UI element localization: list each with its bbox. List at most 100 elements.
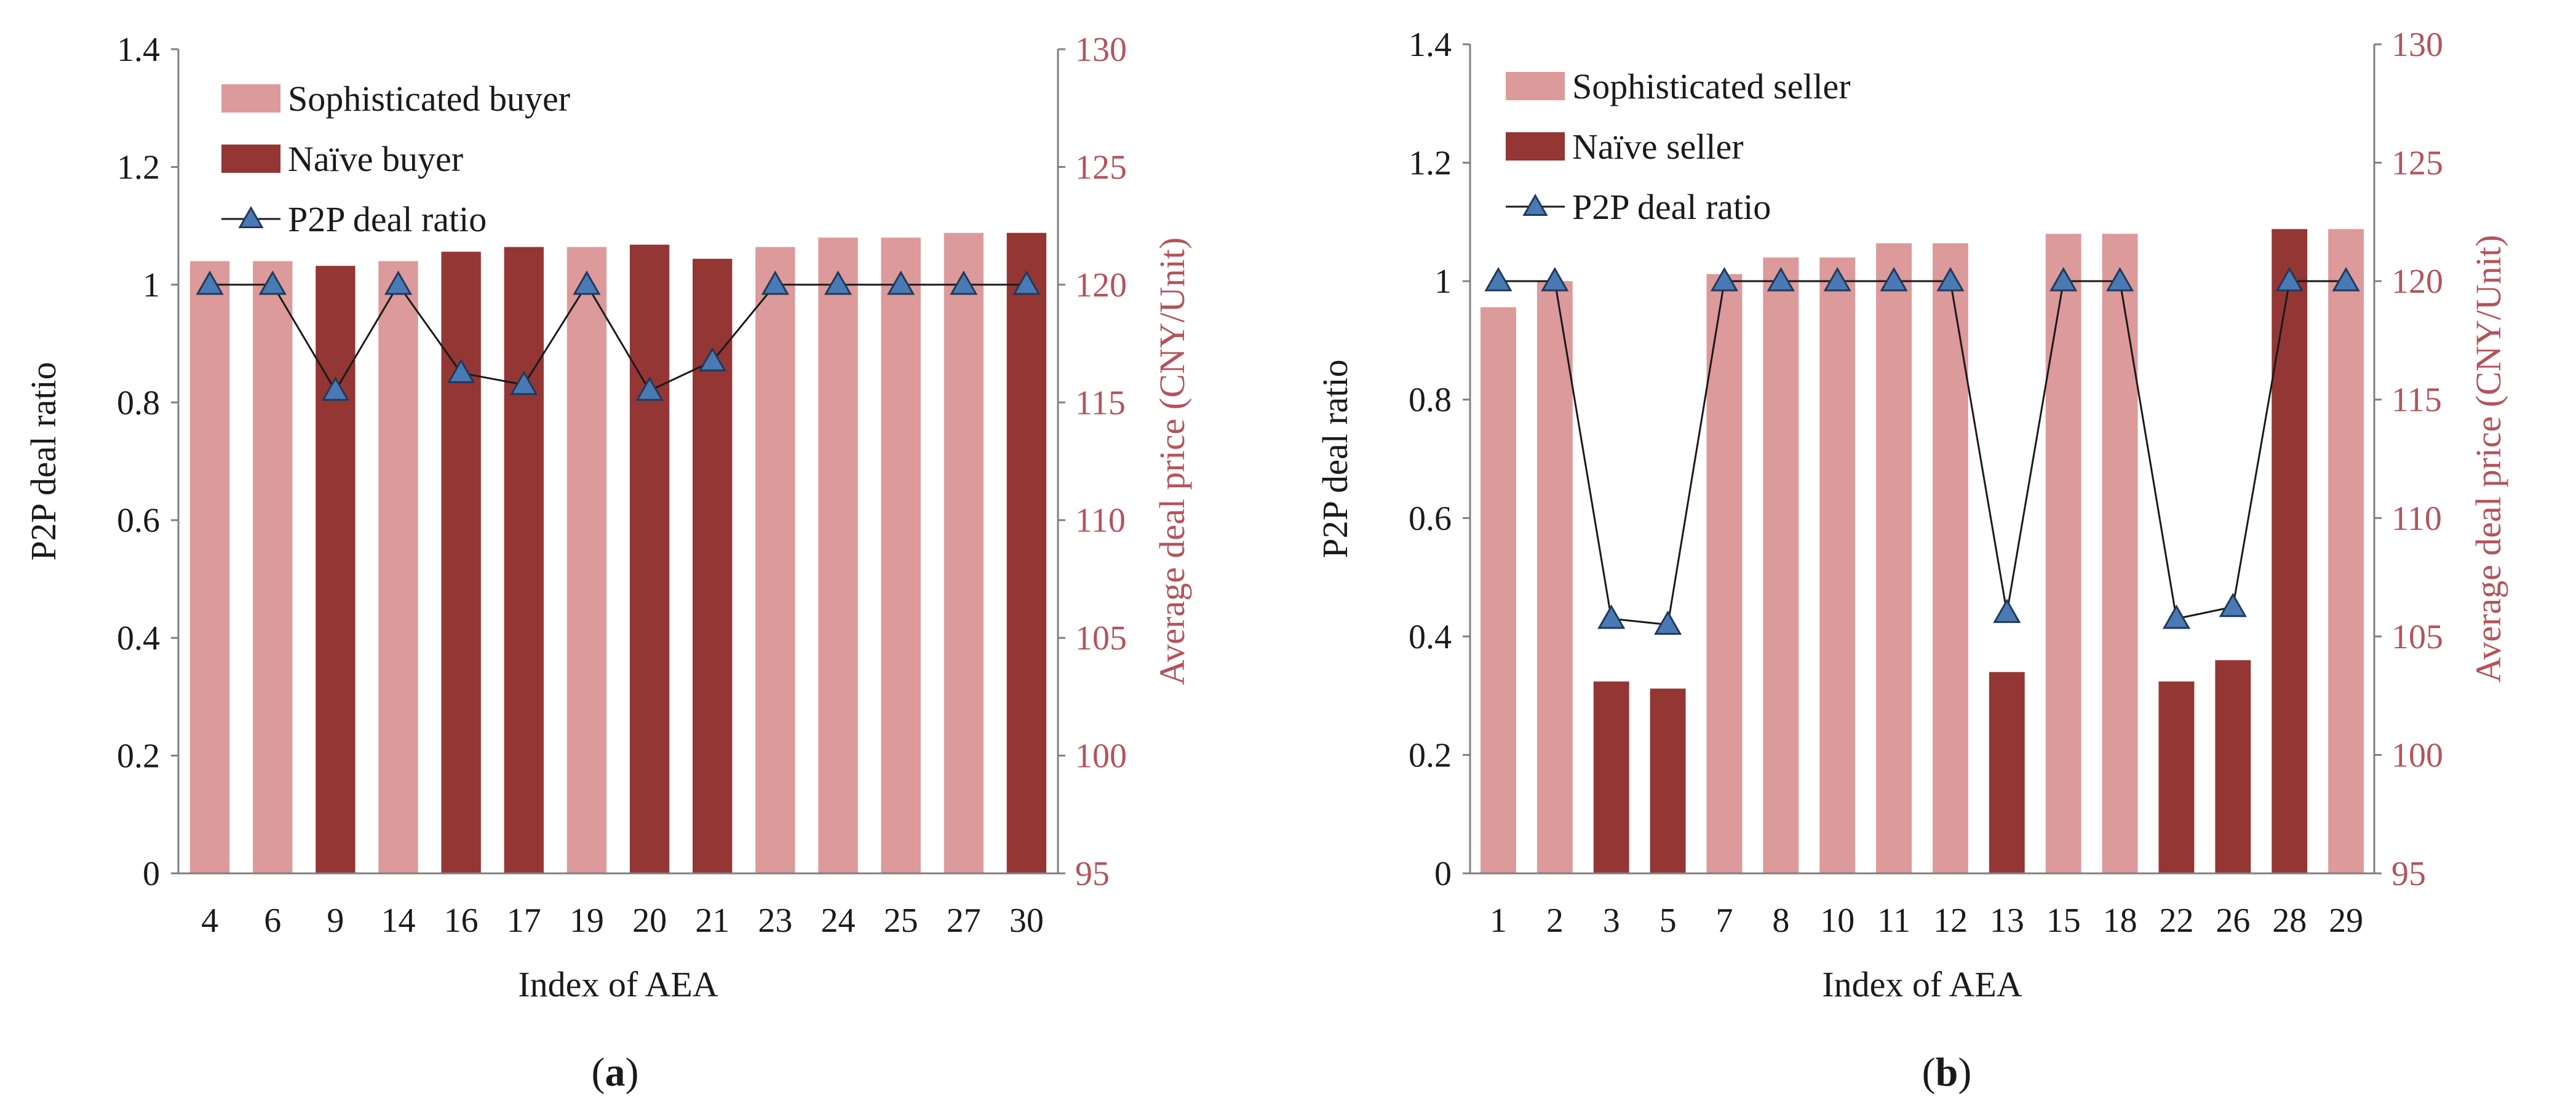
ratio-marker	[384, 270, 413, 295]
x-tick-label: 5	[1660, 902, 1677, 940]
left-tick-label: 1.4	[1409, 26, 1452, 64]
x-tick-label: 27	[947, 902, 981, 940]
ratio-line	[210, 282, 1027, 393]
right-tick-label: 125	[1075, 148, 1127, 186]
x-tick-label: 23	[758, 902, 792, 940]
ratio-marker	[1767, 267, 1795, 292]
ratio-marker	[1823, 267, 1851, 292]
legend-label: Sophisticated buyer	[288, 79, 570, 119]
left-tick-label: 0	[143, 855, 160, 893]
right-tick-label: 115	[2391, 381, 2442, 419]
price-bar	[881, 237, 921, 874]
ratio-marker	[698, 347, 726, 371]
x-axis-title: Index of AEA	[518, 964, 718, 1004]
x-tick-label: 10	[1820, 902, 1854, 940]
price-bar	[1650, 688, 1686, 873]
right-tick-label: 95	[1075, 855, 1110, 893]
ratio-marker	[1993, 598, 2021, 623]
legend: Sophisticated buyer Naïve buyer P2P deal r…	[221, 79, 570, 239]
left-tick-label: 0.2	[1409, 736, 1452, 774]
ratio-marker	[761, 270, 789, 295]
price-bar	[2215, 660, 2251, 873]
left-tick-label: 0.4	[1409, 618, 1452, 656]
legend-swatch-naive	[221, 145, 280, 173]
panel-label-close: )	[1958, 1050, 1971, 1095]
panel-label-open: (	[1922, 1050, 1936, 1095]
right-tick-label: 100	[1075, 737, 1127, 776]
x-tick-label: 17	[507, 902, 541, 940]
ratio-marker	[2275, 267, 2304, 292]
price-bar	[2272, 229, 2308, 874]
price-bar	[1480, 307, 1516, 874]
ratio-marker	[824, 270, 853, 295]
price-bar	[1763, 257, 1799, 874]
ratio-marker	[1597, 604, 1626, 629]
legend: Sophisticated seller Naïve seller P2P deal…	[1506, 66, 1851, 227]
ratio-marker	[510, 370, 538, 395]
x-axis-title: Index of AEA	[1822, 964, 2022, 1004]
right-tick-label: 115	[1075, 384, 1126, 422]
ratio-marker	[1710, 267, 1739, 292]
x-tick-label: 25	[884, 902, 918, 940]
price-bar	[566, 247, 607, 874]
right-tick-label: 110	[1075, 502, 1126, 540]
left-tick-label: 1.2	[117, 148, 160, 186]
y-axis-title-left: P2P deal ratio	[1315, 359, 1355, 558]
legend-swatch-sophisticated	[1506, 72, 1565, 100]
x-tick-label: 3	[1603, 902, 1620, 940]
ratio-marker	[2219, 592, 2247, 618]
ratio-marker	[1541, 267, 1569, 292]
x-tick-label: 18	[2103, 902, 2137, 940]
ratio-marker	[950, 270, 978, 295]
x-tick-label: 30	[1009, 902, 1044, 940]
panel-label-letter: a	[605, 1050, 626, 1095]
price-bar	[944, 232, 984, 874]
right-tick-label: 105	[2391, 618, 2443, 656]
legend-marker-sample	[238, 205, 264, 228]
price-bar	[1006, 232, 1047, 874]
price-bar	[1706, 274, 1743, 873]
price-bar	[378, 261, 418, 874]
legend-swatch-naive	[1506, 132, 1565, 161]
ratio-line	[1498, 280, 2347, 626]
right-tick-label: 120	[2391, 263, 2443, 301]
price-bar	[1932, 243, 1968, 873]
right-tick-label: 110	[2391, 499, 2442, 538]
legend-label: Naïve seller	[1572, 127, 1744, 167]
left-tick-label: 0.6	[1409, 499, 1452, 538]
price-bar	[1593, 681, 1629, 873]
x-tick-label: 15	[2046, 902, 2081, 940]
left-tick-label: 1.4	[117, 31, 160, 69]
ratio-marker	[447, 359, 475, 383]
ratio-marker	[573, 270, 601, 295]
ratio-marker	[321, 376, 349, 401]
y-axis-title-right: Average deal price (CNY/Unit)	[1152, 237, 1192, 685]
x-tick-label: 13	[1990, 902, 2024, 940]
x-tick-label: 2	[1546, 902, 1564, 940]
price-bar	[441, 252, 481, 873]
price-bar	[1536, 281, 1573, 874]
x-tick-label: 9	[327, 902, 344, 940]
panel-label-letter: b	[1936, 1050, 1958, 1095]
panel-label-close: )	[626, 1050, 639, 1095]
left-tick-label: 0.6	[117, 502, 160, 540]
price-bar	[253, 261, 293, 874]
x-tick-label: 24	[821, 902, 856, 940]
ratio-marker	[1936, 267, 1965, 292]
y-axis-title-right: Average deal price (CNY/Unit)	[2468, 235, 2508, 683]
price-bar	[755, 247, 795, 874]
price-bar	[1989, 672, 2025, 873]
ratio-marker	[258, 270, 287, 295]
ratio-marker	[887, 270, 915, 295]
price-bar	[1876, 243, 1912, 873]
left-tick-label: 1.2	[1409, 145, 1452, 183]
price-bar	[2102, 234, 2138, 874]
x-tick-label: 11	[1877, 902, 1910, 940]
panel-label-open: (	[592, 1050, 605, 1095]
left-tick-label: 0.4	[117, 619, 160, 657]
legend-label: Sophisticated seller	[1572, 66, 1851, 106]
ratio-marker	[1880, 267, 1908, 292]
x-tick-label: 1	[1490, 902, 1507, 940]
ratio-marker	[1653, 610, 1682, 635]
